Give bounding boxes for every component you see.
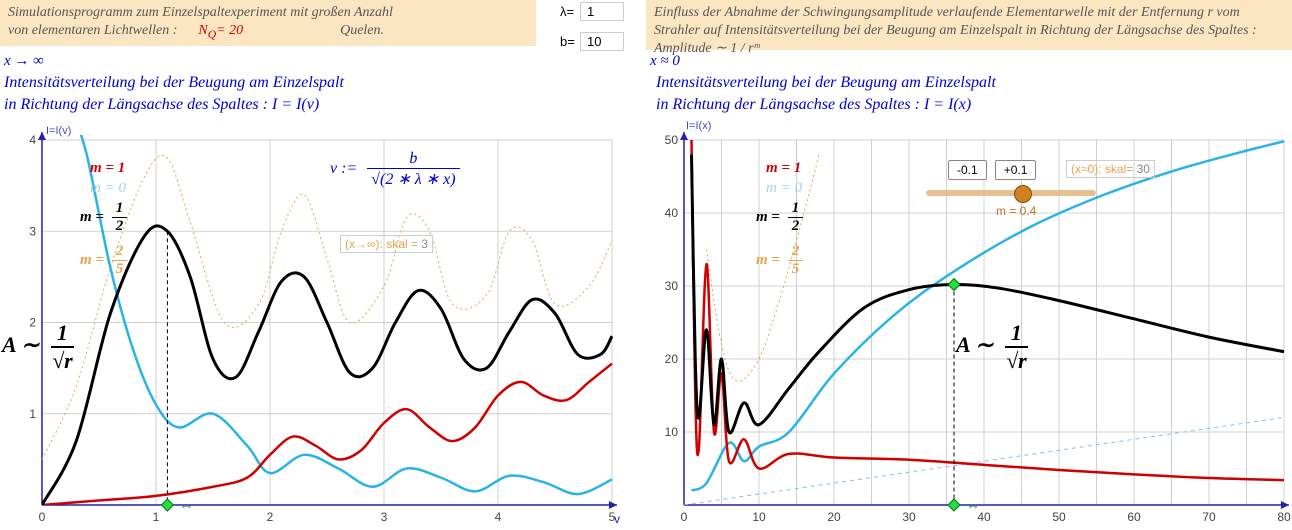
m-slider-track[interactable] bbox=[926, 190, 1096, 196]
y-axis-label-left: I=I(v) bbox=[46, 125, 71, 137]
svg-text:80: 80 bbox=[1277, 510, 1291, 524]
left-panel: Simulationsprogramm zum Einzelspaltexper… bbox=[0, 0, 646, 530]
svg-text:10: 10 bbox=[752, 510, 766, 524]
svg-text:1: 1 bbox=[153, 510, 160, 524]
svg-text:4: 4 bbox=[29, 133, 36, 147]
m1: m = 1 bbox=[90, 160, 125, 177]
m-slider-handle[interactable] bbox=[1014, 185, 1032, 203]
A-formula-right: A ∼ 1 √r bbox=[956, 320, 1028, 374]
svg-text:0: 0 bbox=[39, 510, 46, 524]
svg-text:30: 30 bbox=[665, 279, 679, 293]
svg-text:70: 70 bbox=[1202, 510, 1216, 524]
A-formula-left: A ∼ 1 √r bbox=[2, 320, 74, 374]
mhalf: m = 1 2 bbox=[80, 200, 127, 235]
v-formula: v := b √(2 ∗ λ ∗ x) bbox=[330, 150, 460, 189]
svg-text:v: v bbox=[614, 512, 620, 526]
m1r: m = 1 bbox=[766, 160, 801, 177]
m-plus-button[interactable]: +0.1 bbox=[995, 160, 1037, 180]
svg-text:4: 4 bbox=[495, 510, 502, 524]
right-panel: Einfluss der Abnahme der Schwingungsampl… bbox=[646, 0, 1292, 530]
mhalfr: m = 1 2 bbox=[756, 200, 803, 235]
m-minus-button[interactable]: -0.1 bbox=[948, 160, 987, 180]
svg-text:3: 3 bbox=[381, 510, 388, 524]
svg-text:↔: ↔ bbox=[966, 498, 980, 513]
skal-left: (x→∞): skal = 3 bbox=[340, 235, 433, 253]
m0r: m = 0 bbox=[766, 180, 802, 197]
svg-text:10: 10 bbox=[665, 425, 679, 439]
y-axis-label-right: I=I(x) bbox=[686, 120, 711, 132]
svg-text:50: 50 bbox=[665, 133, 679, 147]
svg-text:2: 2 bbox=[267, 510, 274, 524]
svg-text:3: 3 bbox=[29, 224, 36, 238]
skal-right: (x≈0): skal= 30 bbox=[1066, 160, 1155, 178]
svg-text:0: 0 bbox=[681, 510, 688, 524]
svg-text:20: 20 bbox=[665, 352, 679, 366]
svg-text:↔: ↔ bbox=[179, 498, 193, 513]
svg-text:20: 20 bbox=[827, 510, 841, 524]
m-val: m = 0.4 bbox=[996, 204, 1036, 218]
svg-text:60: 60 bbox=[1127, 510, 1141, 524]
svg-text:50: 50 bbox=[1052, 510, 1066, 524]
svg-text:30: 30 bbox=[902, 510, 916, 524]
m-buttons: -0.1 +0.1 bbox=[946, 160, 1038, 180]
m25: m = 2 5 bbox=[80, 243, 127, 278]
right-plot: 010203040506070801020304050↔ bbox=[646, 0, 1292, 530]
m0: m = 0 bbox=[90, 180, 126, 197]
svg-text:1: 1 bbox=[29, 407, 36, 421]
m25r: m = 2 5 bbox=[756, 243, 803, 278]
svg-text:40: 40 bbox=[665, 206, 679, 220]
